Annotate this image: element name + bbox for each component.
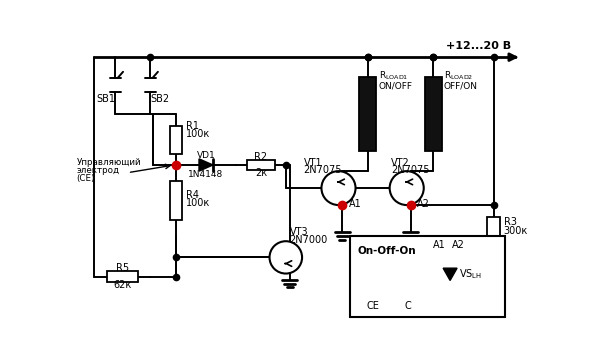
Text: C: C [404, 301, 411, 311]
Bar [487, 217, 500, 247]
Bar [247, 160, 275, 170]
Text: 300к: 300к [503, 226, 528, 236]
Bar [170, 181, 182, 220]
Text: 2N7075: 2N7075 [304, 165, 342, 175]
Text: +12...20 В: +12...20 В [446, 41, 511, 51]
Bar [359, 77, 376, 151]
Text: 2к: 2к [255, 169, 267, 178]
Text: VS$_{\rm LH}$: VS$_{\rm LH}$ [460, 268, 482, 281]
Text: R1: R1 [186, 122, 199, 131]
Text: CE: CE [367, 301, 380, 311]
Text: R$_{\rm LOAD2}$: R$_{\rm LOAD2}$ [444, 69, 473, 82]
Text: ON/OFF: ON/OFF [379, 81, 413, 90]
Text: 2N7000: 2N7000 [290, 235, 328, 245]
Text: (CE): (CE) [77, 174, 95, 183]
Text: SB1: SB1 [97, 94, 115, 104]
Circle shape [269, 241, 302, 274]
Text: VD1: VD1 [197, 151, 215, 160]
Text: VT2: VT2 [391, 158, 410, 168]
Text: 1N4148: 1N4148 [188, 170, 224, 179]
Text: VT3: VT3 [290, 227, 308, 237]
Text: 100к: 100к [186, 129, 210, 139]
Text: A2: A2 [417, 199, 430, 209]
Bar [170, 126, 182, 153]
Text: R3: R3 [503, 217, 517, 227]
Polygon shape [199, 159, 213, 171]
Text: OFF/ON: OFF/ON [444, 81, 478, 90]
Bar [350, 236, 505, 317]
Text: электрод: электрод [77, 166, 119, 175]
Text: VT1: VT1 [304, 158, 322, 168]
Text: A1: A1 [433, 240, 446, 250]
Polygon shape [443, 268, 457, 280]
Text: A1: A1 [349, 199, 361, 209]
Bar [425, 77, 442, 151]
Text: R$_{\rm LOAD1}$: R$_{\rm LOAD1}$ [379, 69, 408, 82]
Text: R5: R5 [116, 263, 129, 273]
Bar [107, 271, 137, 282]
Text: 62к: 62к [113, 280, 131, 290]
Text: On-Off-On: On-Off-On [357, 246, 416, 256]
Circle shape [389, 171, 424, 205]
Circle shape [322, 171, 356, 205]
Text: R2: R2 [254, 152, 268, 161]
Text: 2N7075: 2N7075 [391, 165, 430, 175]
Text: 100к: 100к [186, 198, 210, 208]
Text: Управляющий: Управляющий [77, 158, 141, 167]
Text: A2: A2 [452, 240, 465, 250]
Text: SB2: SB2 [150, 94, 169, 104]
Text: R4: R4 [186, 190, 199, 200]
